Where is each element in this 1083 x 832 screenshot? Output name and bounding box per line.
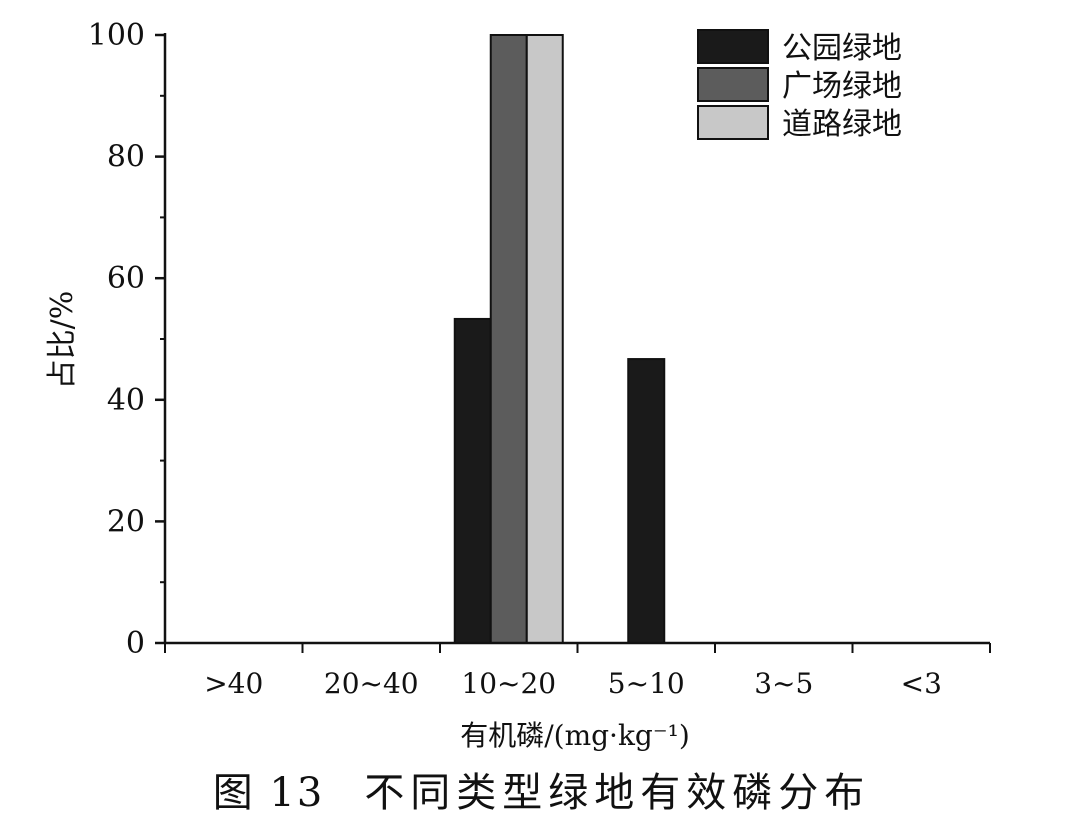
- legend-swatch: [697, 105, 769, 140]
- x-tick-label: 5~10: [608, 667, 685, 700]
- x-tick-label: 3~5: [754, 667, 813, 700]
- legend-label: 广场绿地: [782, 69, 902, 104]
- bar-1-3: [453, 317, 492, 644]
- y-tick-label: 80: [107, 140, 145, 175]
- y-tick-label: 20: [107, 504, 145, 539]
- x-tick-label: 20~40: [324, 667, 419, 700]
- figure-number: 图 13: [212, 770, 325, 816]
- figure-title: 不同类型绿地有效磷分布: [364, 770, 871, 816]
- y-tick-label: 100: [88, 18, 145, 53]
- legend-swatch: [697, 29, 769, 64]
- bar-1-4: [627, 358, 666, 644]
- x-tick-label: 10~20: [461, 667, 556, 700]
- bars-group: [453, 34, 666, 644]
- legend-label: 公园绿地: [782, 31, 902, 66]
- y-axis-label: 占比/%: [45, 291, 80, 390]
- y-tick-label: 60: [107, 261, 145, 296]
- legend-swatch: [697, 67, 769, 102]
- bar-3-3: [525, 34, 564, 644]
- y-tick-label: 40: [107, 383, 145, 418]
- legend-label: 道路绿地: [782, 107, 902, 142]
- x-tick-label: >40: [204, 667, 263, 700]
- y-tick-label: 0: [126, 626, 145, 661]
- bar-chart: 0 20 40 60 80 100 >40 20~40 10~20 5~10 3~5 <3 公园绿地广…: [45, 18, 991, 752]
- x-axis-label: 有机磷/(mg·kg⁻¹): [460, 719, 690, 752]
- x-tick-label: <3: [901, 667, 942, 700]
- figure-caption: 图 13 不同类型绿地有效磷分布: [0, 760, 1083, 818]
- axes-group: 0 20 40 60 80 100 >40 20~40 10~20 5~10 3~5 <3: [88, 18, 991, 700]
- bar-2-3: [489, 34, 528, 644]
